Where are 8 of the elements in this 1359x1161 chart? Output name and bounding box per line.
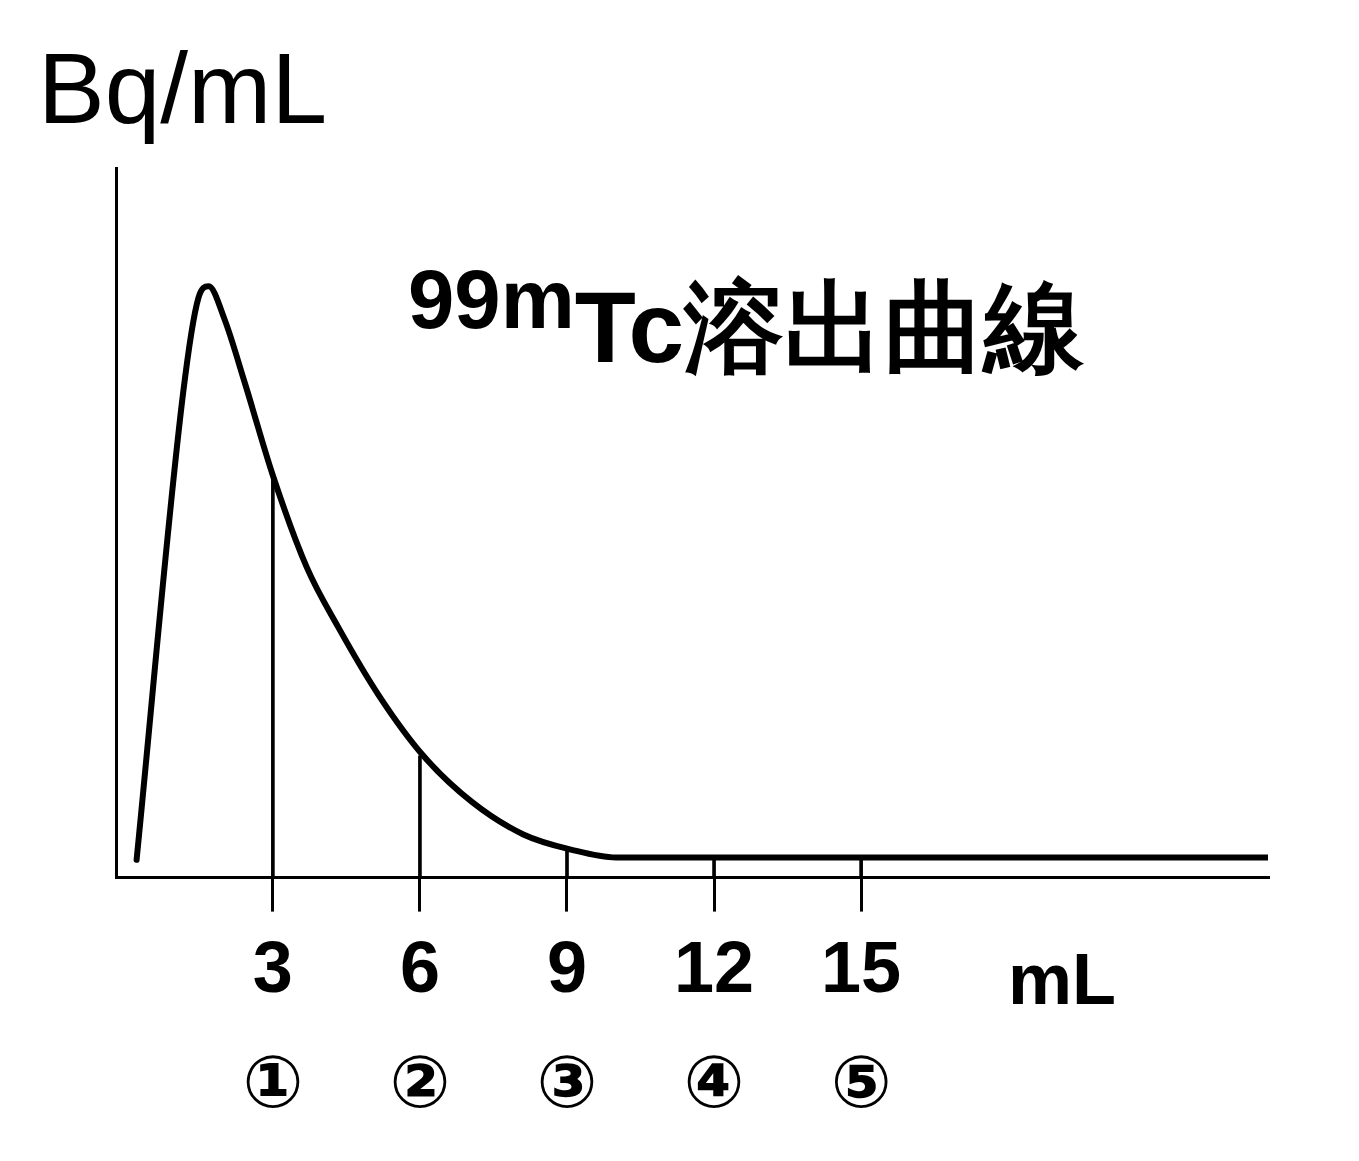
x-tick-label: 12 ④ (674, 927, 755, 1123)
x-tick-label: 6 ② (389, 927, 451, 1123)
x-tick-label: 9 ③ (536, 927, 598, 1123)
chart-title: $^{99m}$Tc溶出曲線 (408, 253, 1085, 384)
x-tick-label: 3 ① (242, 927, 304, 1123)
y-axis-title: Bq/mL (38, 32, 328, 144)
x-tick-label: 15 ⑤ (821, 927, 902, 1123)
x-axis-title: mL (1008, 939, 1116, 1019)
